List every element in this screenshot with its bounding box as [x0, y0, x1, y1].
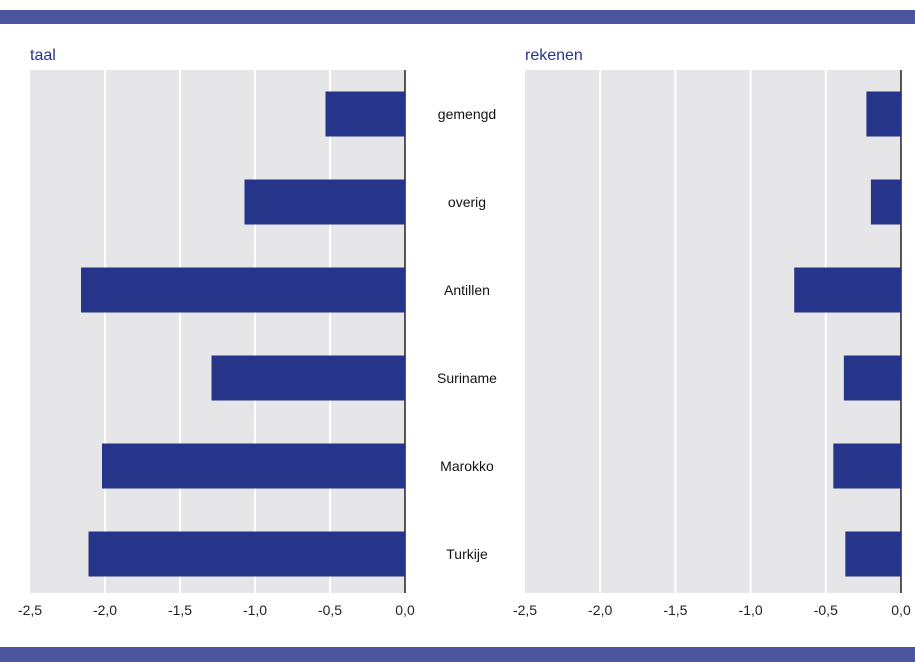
bar-antillen [81, 267, 405, 313]
category-label-overig: overig [448, 194, 486, 210]
bar-marokko [102, 443, 405, 489]
plot-background [30, 70, 405, 593]
bar-marokko [833, 443, 901, 489]
bar-turkije [845, 531, 901, 577]
bar-overig [870, 179, 901, 225]
x-tick-label: 0,0 [891, 602, 911, 618]
x-tick-label: -2,5 [18, 602, 42, 618]
bar-suriname [211, 355, 405, 401]
x-tick-label: -1,5 [663, 602, 687, 618]
panel-title: rekenen [525, 47, 583, 64]
chart-panel-rekenen: -2,5 -2,0 -1,5 -1,0 -0,5 0,0 rekenen [513, 47, 911, 618]
x-tick-label: -2,0 [588, 602, 612, 618]
x-tick-label: -2,0 [93, 602, 117, 618]
bar-gemengd [325, 91, 405, 137]
category-label-turkije: Turkije [446, 546, 488, 562]
bar-gemengd [866, 91, 901, 137]
x-tick-label: -2,5 [513, 602, 537, 618]
chart-panel-taal: -2,5 -2,0 -1,5 -1,0 -0,5 0,0 gemengd overig Anti… [18, 47, 497, 618]
bar-antillen [794, 267, 901, 313]
bar-turkije [88, 531, 405, 577]
bar-overig [244, 179, 405, 225]
category-label-suriname: Suriname [437, 370, 497, 386]
plot-background [525, 70, 901, 593]
x-tick-label: 0,0 [395, 602, 415, 618]
top-banner [0, 10, 915, 24]
x-tick-label: -0,5 [814, 602, 838, 618]
category-label-marokko: Marokko [440, 458, 494, 474]
x-tick-label: -1,5 [168, 602, 192, 618]
bottom-banner [0, 647, 915, 662]
category-label-antillen: Antillen [444, 282, 490, 298]
x-tick-label: -1,0 [243, 602, 267, 618]
category-label-gemengd: gemengd [438, 106, 496, 122]
x-tick-label: -1,0 [739, 602, 763, 618]
panel-title: taal [30, 47, 56, 64]
x-tick-label: -0,5 [318, 602, 342, 618]
bar-suriname [843, 355, 901, 401]
